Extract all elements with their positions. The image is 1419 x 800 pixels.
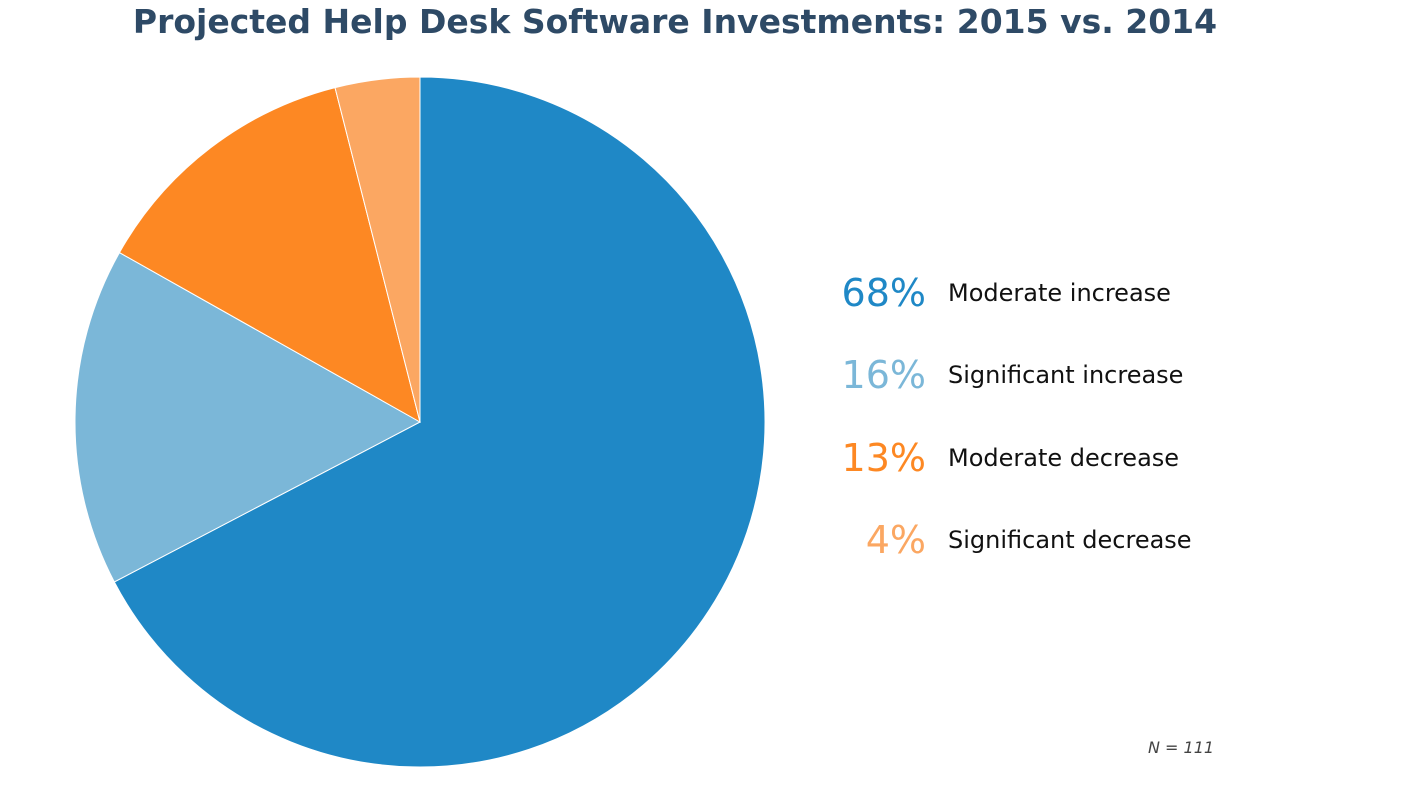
pie-slice-significant-increase bbox=[74, 251, 422, 583]
legend-item: 68% Moderate increase bbox=[820, 263, 1171, 323]
sample-size-note: N = 111 bbox=[1148, 738, 1215, 757]
legend-label: Significant decrease bbox=[948, 526, 1192, 554]
pie-slice-moderate-increase bbox=[113, 76, 766, 768]
legend-percent: 13% bbox=[841, 436, 926, 480]
legend-label: Moderate increase bbox=[948, 279, 1171, 307]
legend-item: 4% Significant decrease bbox=[820, 510, 1192, 570]
pie-slice-significant-decrease bbox=[334, 76, 421, 423]
legend-label: Moderate decrease bbox=[948, 444, 1180, 472]
pie-slice-moderate-decrease bbox=[118, 87, 421, 424]
legend-label: Significant increase bbox=[948, 361, 1184, 389]
legend-item: 13% Moderate decrease bbox=[820, 428, 1180, 488]
legend-percent: 68% bbox=[841, 271, 926, 315]
legend-percent: 4% bbox=[865, 518, 926, 562]
chart-title: Projected Help Desk Software Investments… bbox=[132, 2, 1218, 41]
legend-item: 16% Significant increase bbox=[820, 345, 1184, 405]
legend-percent: 16% bbox=[841, 353, 926, 397]
